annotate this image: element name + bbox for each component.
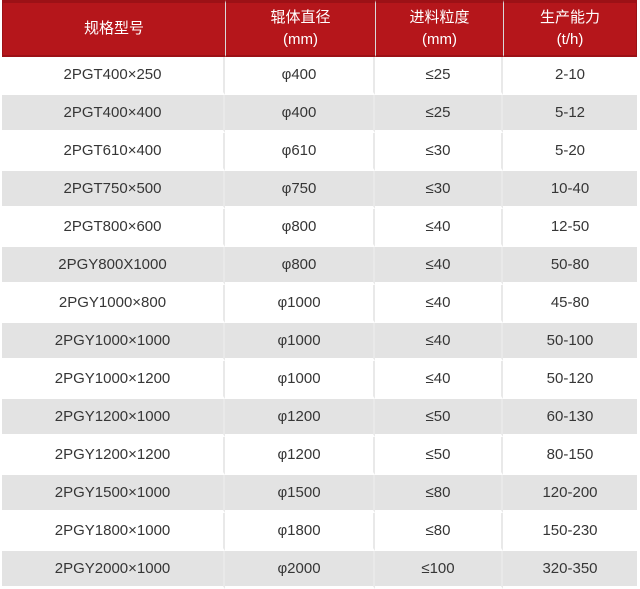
cell-model: 2PGY1000×800 bbox=[2, 285, 225, 323]
table-body: 2PGT400×250 φ400 ≤25 2-10 2PGT400×400 φ4… bbox=[2, 57, 637, 589]
cell-feed-size: ≤25 bbox=[375, 95, 503, 133]
cell-model: 2PGY1000×1200 bbox=[2, 361, 225, 399]
table-row: 2PGY800X1000 φ800 ≤40 50-80 bbox=[2, 247, 637, 285]
cell-feed-size: ≤50 bbox=[375, 399, 503, 437]
column-header-label: 生产能力 bbox=[539, 9, 600, 26]
cell-feed-size: ≤50 bbox=[375, 437, 503, 475]
cell-roller-diameter: φ1200 bbox=[225, 437, 375, 475]
column-header-unit: (mm) bbox=[283, 31, 318, 48]
column-header-unit: (mm) bbox=[422, 31, 457, 48]
cell-capacity: 320-350 bbox=[503, 551, 637, 589]
cell-model: 2PGT800×600 bbox=[2, 209, 225, 247]
cell-capacity: 50-120 bbox=[503, 361, 637, 399]
cell-feed-size: ≤80 bbox=[375, 513, 503, 551]
cell-feed-size: ≤40 bbox=[375, 209, 503, 247]
table-header: 规格型号 辊体直径 (mm) 进料粒度 (mm) 生产能力 (t/h) bbox=[2, 0, 637, 57]
cell-model: 2PGT400×400 bbox=[2, 95, 225, 133]
column-header-feed-size: 进料粒度 (mm) bbox=[375, 0, 503, 57]
cell-feed-size: ≤40 bbox=[375, 323, 503, 361]
column-header-capacity: 生产能力 (t/h) bbox=[503, 0, 637, 57]
cell-capacity: 80-150 bbox=[503, 437, 637, 475]
cell-roller-diameter: φ1000 bbox=[225, 285, 375, 323]
cell-roller-diameter: φ610 bbox=[225, 133, 375, 171]
cell-model: 2PGT400×250 bbox=[2, 57, 225, 95]
cell-feed-size: ≤40 bbox=[375, 361, 503, 399]
cell-model: 2PGY800X1000 bbox=[2, 247, 225, 285]
cell-roller-diameter: φ1000 bbox=[225, 323, 375, 361]
cell-model: 2PGT610×400 bbox=[2, 133, 225, 171]
cell-model: 2PGY1200×1200 bbox=[2, 437, 225, 475]
header-row: 规格型号 辊体直径 (mm) 进料粒度 (mm) 生产能力 (t/h) bbox=[2, 0, 637, 57]
cell-feed-size: ≤40 bbox=[375, 285, 503, 323]
column-header-roller-diameter: 辊体直径 (mm) bbox=[225, 0, 375, 57]
column-header-label: 规格型号 bbox=[83, 20, 144, 37]
table-row: 2PGY1200×1000 φ1200 ≤50 60-130 bbox=[2, 399, 637, 437]
cell-roller-diameter: φ400 bbox=[225, 57, 375, 95]
table-row: 2PGY1000×1200 φ1000 ≤40 50-120 bbox=[2, 361, 637, 399]
cell-feed-size: ≤30 bbox=[375, 171, 503, 209]
cell-capacity: 12-50 bbox=[503, 209, 637, 247]
cell-roller-diameter: φ1500 bbox=[225, 475, 375, 513]
table-row: 2PGY1200×1200 φ1200 ≤50 80-150 bbox=[2, 437, 637, 475]
table-row: 2PGY1000×800 φ1000 ≤40 45-80 bbox=[2, 285, 637, 323]
cell-model: 2PGT750×500 bbox=[2, 171, 225, 209]
cell-feed-size: ≤80 bbox=[375, 475, 503, 513]
column-header-label: 辊体直径 bbox=[270, 9, 331, 26]
table-row: 2PGY1800×1000 φ1800 ≤80 150-230 bbox=[2, 513, 637, 551]
table-row: 2PGY1500×1000 φ1500 ≤80 120-200 bbox=[2, 475, 637, 513]
cell-feed-size: ≤25 bbox=[375, 57, 503, 95]
cell-roller-diameter: φ2000 bbox=[225, 551, 375, 589]
table-row: 2PGT800×600 φ800 ≤40 12-50 bbox=[2, 209, 637, 247]
cell-feed-size: ≤100 bbox=[375, 551, 503, 589]
cell-roller-diameter: φ400 bbox=[225, 95, 375, 133]
cell-capacity: 50-80 bbox=[503, 247, 637, 285]
column-header-label: 进料粒度 bbox=[409, 9, 470, 26]
table-row: 2PGY1000×1000 φ1000 ≤40 50-100 bbox=[2, 323, 637, 361]
table-row: 2PGT610×400 φ610 ≤30 5-20 bbox=[2, 133, 637, 171]
cell-roller-diameter: φ800 bbox=[225, 209, 375, 247]
table-row: 2PGT400×400 φ400 ≤25 5-12 bbox=[2, 95, 637, 133]
cell-capacity: 10-40 bbox=[503, 171, 637, 209]
cell-capacity: 60-130 bbox=[503, 399, 637, 437]
cell-capacity: 50-100 bbox=[503, 323, 637, 361]
cell-roller-diameter: φ1200 bbox=[225, 399, 375, 437]
cell-capacity: 5-12 bbox=[503, 95, 637, 133]
cell-roller-diameter: φ1000 bbox=[225, 361, 375, 399]
cell-roller-diameter: φ800 bbox=[225, 247, 375, 285]
table-row: 2PGT750×500 φ750 ≤30 10-40 bbox=[2, 171, 637, 209]
cell-capacity: 2-10 bbox=[503, 57, 637, 95]
cell-roller-diameter: φ1800 bbox=[225, 513, 375, 551]
cell-model: 2PGY1200×1000 bbox=[2, 399, 225, 437]
cell-capacity: 45-80 bbox=[503, 285, 637, 323]
cell-model: 2PGY2000×1000 bbox=[2, 551, 225, 589]
cell-roller-diameter: φ750 bbox=[225, 171, 375, 209]
cell-model: 2PGY1000×1000 bbox=[2, 323, 225, 361]
table-row: 2PGT400×250 φ400 ≤25 2-10 bbox=[2, 57, 637, 95]
table-row: 2PGY2000×1000 φ2000 ≤100 320-350 bbox=[2, 551, 637, 589]
cell-capacity: 150-230 bbox=[503, 513, 637, 551]
cell-model: 2PGY1800×1000 bbox=[2, 513, 225, 551]
column-header-unit: (t/h) bbox=[556, 31, 584, 48]
column-header-model: 规格型号 bbox=[2, 0, 225, 57]
cell-feed-size: ≤30 bbox=[375, 133, 503, 171]
cell-model: 2PGY1500×1000 bbox=[2, 475, 225, 513]
cell-capacity: 5-20 bbox=[503, 133, 637, 171]
cell-capacity: 120-200 bbox=[503, 475, 637, 513]
cell-feed-size: ≤40 bbox=[375, 247, 503, 285]
